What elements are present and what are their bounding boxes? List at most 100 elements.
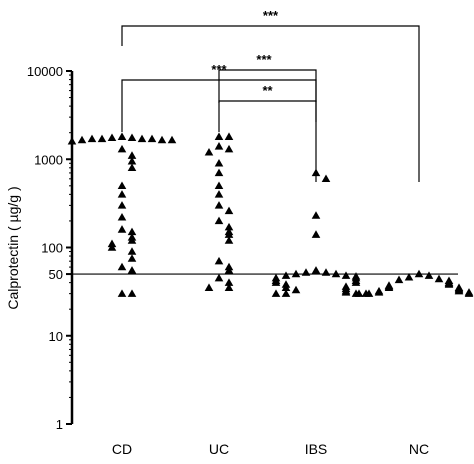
data-point-ibs [321,174,331,183]
data-point-uc [204,283,214,291]
data-point-uc [224,278,234,286]
data-point-nc [404,272,414,281]
data-point-nc [394,275,404,284]
data-point-cd [117,212,127,221]
data-point-cd [127,133,137,142]
significance-bracket-layer: *********** [121,8,420,182]
data-point-nc [434,274,444,283]
data-point-uc [214,142,224,150]
data-point-ibs [311,230,321,238]
data-point-uc [224,230,234,238]
axis-layer: 10000 1000 100 50 10 1 CD UC IBS NC [27,64,429,457]
x-category-label-nc: NC [409,441,429,457]
data-point-uc [214,256,224,265]
x-category-label-cd: CD [112,441,132,457]
data-point-ibs [351,278,361,286]
significance-bracket-cd-ibs [121,79,317,132]
data-point-uc [214,158,224,167]
data-point-cd [117,201,127,209]
data-point-cd [147,134,157,143]
data-point-uc [214,201,224,209]
data-point-uc [214,181,224,190]
data-point-cd [127,254,137,262]
y-tick-label-50: 50 [49,267,63,282]
data-point-cd [127,227,137,236]
data-point-nc [414,269,424,278]
significance-bracket-uc-ibs [218,69,317,182]
data-point-cd [127,236,137,244]
x-category-label-ibs: IBS [305,441,328,457]
data-point-cd [127,156,137,165]
data-point-cd [117,262,127,271]
y-tick-label-1000: 1000 [34,152,63,167]
data-point-uc [214,168,224,177]
data-point-cd [127,151,137,159]
data-point-ibs [341,271,351,279]
data-point-nc [384,283,394,291]
data-point-ibs [291,269,301,278]
data-point-uc [224,283,234,291]
data-point-ibs [271,289,281,297]
significance-bracket-uc-ibs [218,100,317,132]
data-point-ibs [271,278,281,286]
y-tick-label-10: 10 [49,329,63,344]
data-point-cd [137,134,147,143]
data-point-cd [127,247,137,255]
data-point-cd [157,135,167,144]
data-point-cd [117,289,127,297]
significance-label: *** [211,62,227,77]
y-tick-label-1: 1 [56,417,63,432]
data-point-cd [117,190,127,198]
significance-label: *** [263,8,279,23]
data-point-nc [454,286,464,295]
data-point-ibs [311,266,321,274]
data-point-cd [117,132,127,140]
data-point-layer [67,132,474,297]
data-point-nc [464,289,474,297]
y-tick-label-10000: 10000 [27,64,63,79]
y-axis-label: Calprotectin ( µg/g ) [5,186,21,309]
data-point-nc [354,289,364,297]
data-point-uc [224,266,234,274]
data-point-cd [97,134,107,143]
data-point-ibs [281,289,291,297]
data-point-ibs [301,268,311,276]
data-point-uc [224,144,234,153]
data-point-cd [167,135,177,144]
data-point-ibs [321,268,331,276]
data-point-cd [67,136,77,145]
data-point-ibs [341,288,351,296]
data-point-cd [117,225,127,233]
data-point-uc [204,147,214,156]
data-point-nc [444,280,454,288]
significance-bracket-cd-nc [121,25,420,182]
data-point-cd [117,144,127,153]
data-point-ibs [291,285,301,294]
data-point-ibs [311,168,321,177]
data-point-nc [424,271,434,279]
data-point-uc [224,236,234,244]
data-point-ibs [281,271,291,279]
data-point-cd [127,163,137,172]
data-point-ibs [331,269,341,278]
data-point-uc [224,222,234,231]
significance-label: *** [256,52,272,67]
data-point-uc [224,132,234,140]
data-point-uc [214,190,224,198]
data-point-cd [107,133,117,142]
significance-label: ** [262,83,273,98]
data-point-uc [224,206,234,215]
data-point-cd [127,289,137,297]
x-category-label-uc: UC [209,441,229,457]
data-point-nc [374,288,384,296]
data-point-uc [214,132,224,140]
data-point-ibs [311,211,321,219]
y-tick-label-100: 100 [41,241,63,256]
data-point-uc [214,273,224,282]
data-point-nc [364,289,374,297]
data-point-ibs [281,283,291,291]
data-point-cd [87,134,97,143]
data-point-cd [107,243,117,251]
data-point-cd [117,181,127,190]
